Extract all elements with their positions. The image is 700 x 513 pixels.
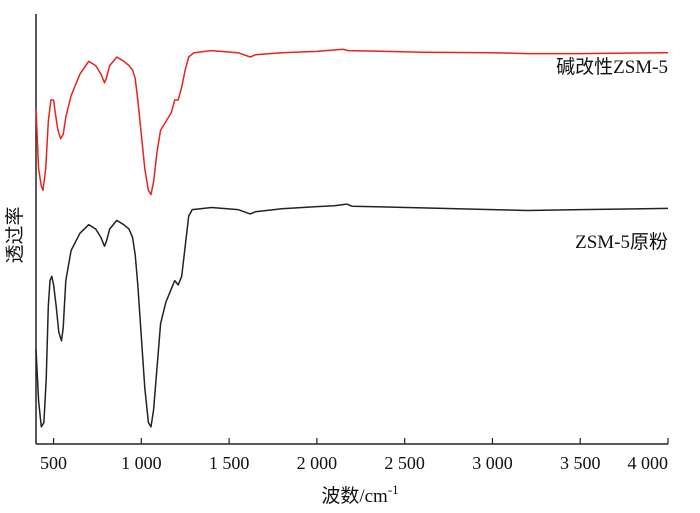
x-axis-title-main: 波数/cm	[321, 485, 388, 507]
series-layer	[35, 48, 669, 428]
plot-area: 500 1 000 1 500 2 000 2 500 3 000 3 500 4 000	[35, 14, 669, 473]
x-axis-title: 波数/cm-1	[321, 482, 398, 507]
x-tick-label: 2 500	[384, 453, 425, 473]
x-tick-label: 3 500	[560, 453, 601, 473]
x-tick-label: 1 000	[121, 453, 162, 473]
x-tick-label: 2 000	[297, 453, 338, 473]
y-axis-title: 透过率	[4, 206, 26, 263]
x-axis-title-superscript: -1	[388, 482, 399, 497]
x-tick-label: 500	[40, 453, 67, 473]
x-tick-label: 1 500	[209, 453, 250, 473]
x-ticks: 500 1 000 1 500 2 000 2 500 3 000 3 500 4 000	[40, 438, 669, 473]
x-tick-label: 4 000	[628, 453, 669, 473]
series-line-1	[35, 48, 669, 196]
series-label-alkali-modified: 碱改性ZSM-5	[556, 56, 668, 78]
series-line-2	[35, 203, 669, 428]
series-label-parent-zsm5: ZSM-5原粉	[575, 231, 668, 253]
x-tick-label: 3 000	[472, 453, 513, 473]
